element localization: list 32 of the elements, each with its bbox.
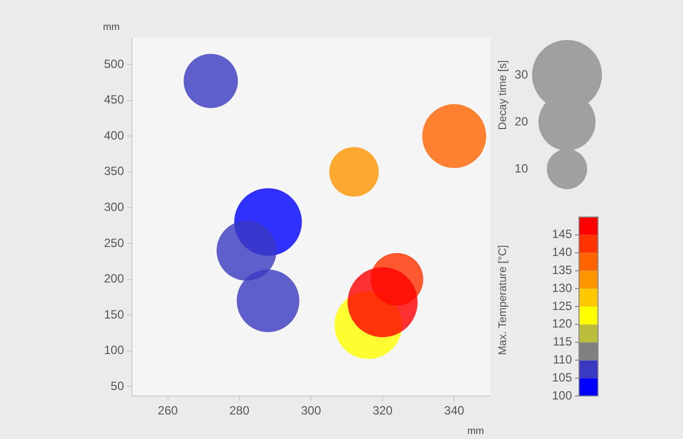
x-axis-title: mm xyxy=(467,426,484,437)
legend-title: Decay time [s] xyxy=(497,60,510,130)
y-tick-label: 400 xyxy=(104,128,124,142)
color-bar-label: 105 xyxy=(552,370,572,384)
color-bar-label: 125 xyxy=(552,298,572,313)
x-tick-label: 280 xyxy=(229,404,250,418)
color-bar-label: 140 xyxy=(552,245,572,260)
color-bar-label: 110 xyxy=(552,352,572,367)
y-tick-label: 100 xyxy=(104,343,124,358)
legend-label: 10 xyxy=(514,161,528,176)
y-tick-label: 50 xyxy=(110,379,124,394)
x-tick-label: 260 xyxy=(158,404,178,418)
color-bar-label: 120 xyxy=(552,316,572,331)
color-bar-title: Max. Temperature [°C] xyxy=(497,245,510,355)
x-tick-label: 300 xyxy=(300,404,322,418)
y-tick-label: 500 xyxy=(104,56,124,71)
color-bar-label: 145 xyxy=(552,227,572,242)
color-bar-label: 130 xyxy=(552,280,572,295)
color-bar-label: 135 xyxy=(552,263,572,278)
y-tick-label: 300 xyxy=(104,200,124,214)
y-axis-title: mm xyxy=(103,22,120,33)
y-tick-label: 450 xyxy=(104,92,124,107)
legend-label: 20 xyxy=(514,114,528,128)
y-tick-label: 250 xyxy=(104,236,124,250)
x-tick-label: 340 xyxy=(444,404,465,418)
y-tick-label: 200 xyxy=(104,272,124,286)
y-tick-label: 350 xyxy=(104,164,124,178)
color-bar-label: 100 xyxy=(552,388,572,402)
x-tick-label: 320 xyxy=(372,404,393,418)
y-tick-label: 150 xyxy=(104,307,124,322)
legend-label: 30 xyxy=(514,67,528,82)
color-bar-label: 115 xyxy=(552,334,572,349)
